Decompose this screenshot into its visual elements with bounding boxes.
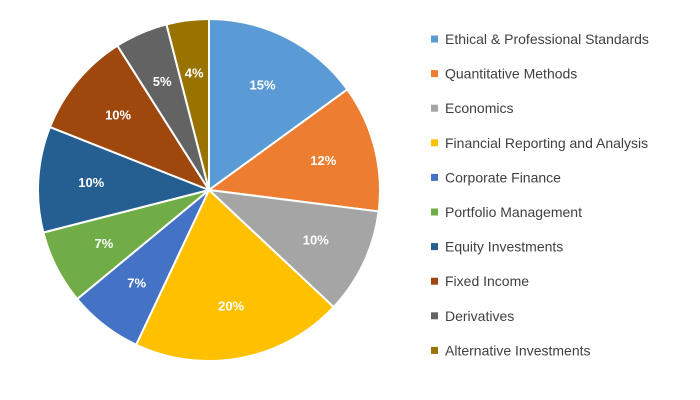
slice-data-label: 7% xyxy=(94,236,113,251)
slice-data-label: 7% xyxy=(127,276,146,291)
slice-data-label: 20% xyxy=(218,298,244,313)
slice-data-label: 15% xyxy=(250,77,276,92)
legend: Ethical & Professional Standards Quantita… xyxy=(431,31,649,358)
pie-slice-financial-reporting-and-analysis xyxy=(135,189,335,363)
legend-item-portfolio-management: Portfolio Management xyxy=(431,204,582,220)
pie-slice-economics xyxy=(208,189,380,309)
legend-label: Derivatives xyxy=(445,308,514,324)
pie-slice-equity-investments xyxy=(36,126,210,234)
legend-swatch xyxy=(431,243,438,251)
legend-item-fixed-income: Fixed Income xyxy=(431,273,529,289)
pie-slice-alternative-investments xyxy=(165,18,210,191)
pie-slice-labels: 15% 12% 10% 20% 7% 7% 10% 10% 5% 4% xyxy=(78,65,336,313)
legend-item-equity-investments: Equity Investments xyxy=(431,239,563,255)
legend-swatch xyxy=(431,35,438,43)
slice-data-label: 10% xyxy=(78,175,104,190)
legend-swatch xyxy=(431,139,438,147)
legend-swatch xyxy=(431,70,438,78)
legend-swatch xyxy=(431,277,438,285)
legend-label: Financial Reporting and Analysis xyxy=(445,135,648,151)
legend-swatch xyxy=(431,173,438,181)
pie-slice-fixed-income xyxy=(49,44,210,191)
legend-item-economics: Economics xyxy=(431,100,513,116)
slice-data-label: 12% xyxy=(310,153,336,168)
legend-label: Economics xyxy=(445,100,513,116)
legend-label: Alternative Investments xyxy=(445,342,591,358)
legend-label: Ethical & Professional Standards xyxy=(445,31,649,47)
legend-item-derivatives: Derivatives xyxy=(431,308,514,324)
pie-slice-ethical-and-professional-standards xyxy=(208,18,349,191)
legend-label: Corporate Finance xyxy=(445,169,561,185)
legend-label: Quantitative Methods xyxy=(445,66,577,82)
legend-label: Fixed Income xyxy=(445,273,529,289)
pie-slice-quantitative-methods xyxy=(208,88,381,213)
legend-swatch xyxy=(431,312,438,320)
legend-label: Portfolio Management xyxy=(445,204,582,220)
legend-item-ethical-and-professional-standards: Ethical & Professional Standards xyxy=(431,31,649,47)
slice-data-label: 10% xyxy=(105,107,131,122)
slice-data-label: 10% xyxy=(303,233,329,248)
legend-item-financial-reporting-and-analysis: Financial Reporting and Analysis xyxy=(431,135,648,151)
legend-item-alternative-investments: Alternative Investments xyxy=(431,342,591,358)
legend-item-quantitative-methods: Quantitative Methods xyxy=(431,66,577,82)
slice-data-label: 4% xyxy=(185,65,204,80)
legend-swatch xyxy=(431,104,438,112)
slice-data-label: 5% xyxy=(153,74,172,89)
legend-item-corporate-finance: Corporate Finance xyxy=(431,169,561,185)
pie-slices xyxy=(36,18,381,363)
legend-label: Equity Investments xyxy=(445,239,563,255)
legend-swatch xyxy=(431,208,438,216)
legend-swatch xyxy=(431,346,438,354)
